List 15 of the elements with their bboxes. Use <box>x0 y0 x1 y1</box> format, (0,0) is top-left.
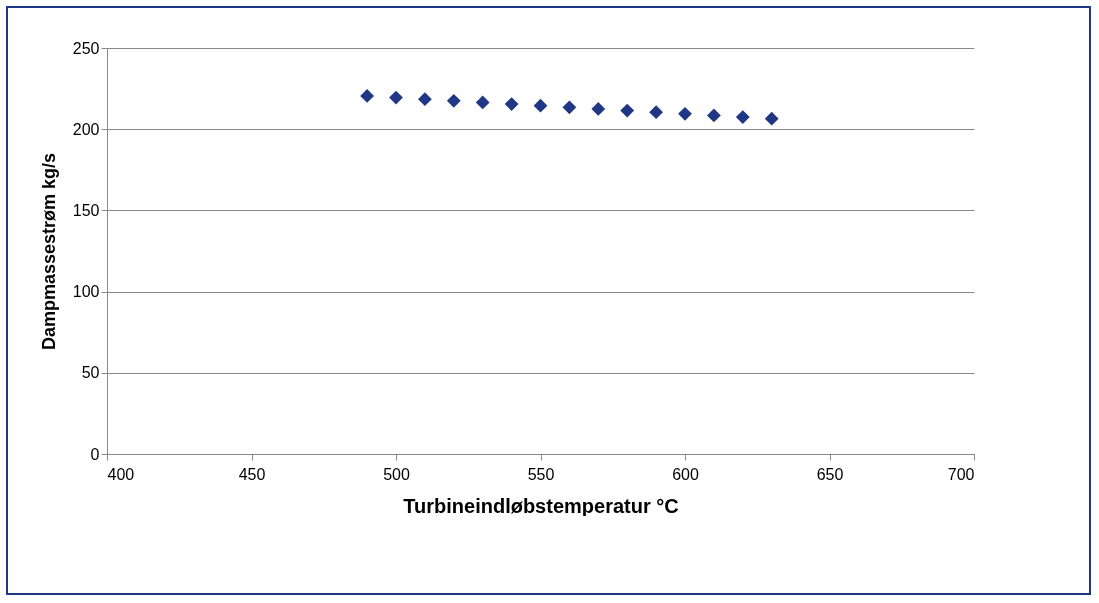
y-tick-label: 150 <box>72 201 100 219</box>
y-tick-label: 50 <box>81 364 100 382</box>
x-tick-label: 650 <box>816 465 844 483</box>
x-tick-label: 400 <box>107 465 135 483</box>
x-axis-title: Turbineindløbstemperatur °C <box>403 494 679 517</box>
y-tick-label: 200 <box>72 120 100 138</box>
x-tick-label: 700 <box>947 465 975 483</box>
x-tick-label: 450 <box>238 465 266 483</box>
x-tick-label: 600 <box>672 465 699 483</box>
x-tick-label: 500 <box>383 465 410 483</box>
x-tick-label: 550 <box>527 465 555 483</box>
y-tick-label: 100 <box>72 283 100 301</box>
y-axis-title: Dampmassestrøm kg/s <box>38 152 59 351</box>
y-tick-label: 250 <box>72 39 100 57</box>
y-tick-label: 0 <box>90 445 100 463</box>
